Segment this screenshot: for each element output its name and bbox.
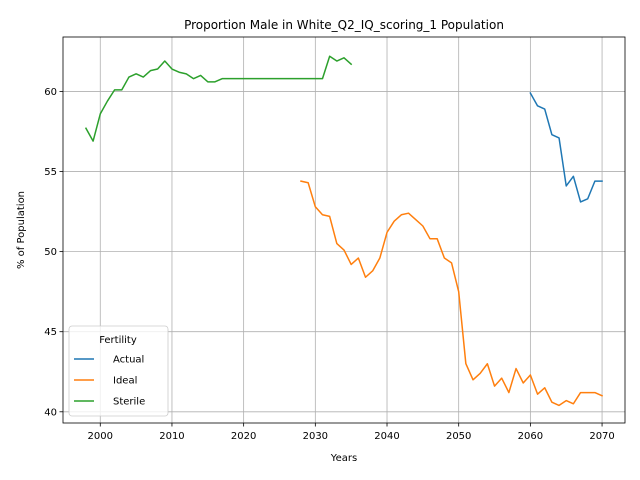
axis-ticks: 2000 2010 2020 2030 2040 2050 2060 2070 40 45 50 55… — [44, 87, 615, 442]
legend-entry-sterile: Sterile — [74, 397, 145, 408]
legend-title: Fertility — [99, 335, 137, 346]
legend-entry-ideal: Ideal — [74, 376, 137, 387]
x-tick-label: 2050 — [446, 431, 471, 442]
legend-entries: Actual Ideal Sterile — [74, 355, 145, 408]
y-axis-label: % of Population — [16, 191, 27, 269]
series-line-sterile — [84, 55, 353, 142]
series-line-ideal — [300, 180, 604, 407]
x-tick-label: 2000 — [88, 431, 113, 442]
x-tick-label: 2010 — [159, 431, 184, 442]
x-tick-label: 2020 — [231, 431, 256, 442]
x-tick-label: 2070 — [589, 431, 614, 442]
x-tick-label: 2040 — [374, 431, 399, 442]
y-tick-label: 60 — [44, 87, 57, 98]
chart-title: Proportion Male in White_Q2_IQ_scoring_1… — [184, 18, 504, 32]
y-tick-label: 50 — [44, 247, 57, 258]
series-line-actual — [529, 92, 603, 203]
x-axis-label: Years — [330, 453, 357, 464]
legend-label: Sterile — [113, 397, 145, 408]
y-tick-label: 55 — [44, 167, 57, 178]
series-layer — [84, 55, 604, 407]
y-tick-label: 45 — [44, 327, 57, 338]
legend-entry-actual: Actual — [74, 355, 144, 366]
x-tick-label: 2030 — [303, 431, 328, 442]
legend: Fertility Actual Ideal Sterile — [68, 325, 169, 417]
y-tick-label: 40 — [44, 407, 57, 418]
legend-box — [68, 325, 169, 417]
plot-frame — [62, 36, 626, 424]
legend-label: Actual — [113, 355, 144, 366]
legend-label: Ideal — [113, 376, 137, 387]
x-tick-label: 2060 — [518, 431, 543, 442]
